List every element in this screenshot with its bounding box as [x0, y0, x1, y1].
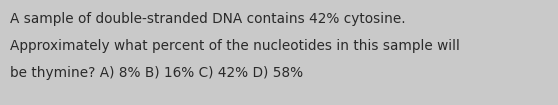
Text: A sample of double-stranded DNA contains 42% cytosine.: A sample of double-stranded DNA contains… [10, 12, 406, 26]
Text: be thymine? A) 8% B) 16% C) 42% D) 58%: be thymine? A) 8% B) 16% C) 42% D) 58% [10, 66, 303, 80]
Text: Approximately what percent of the nucleotides in this sample will: Approximately what percent of the nucleo… [10, 39, 460, 53]
